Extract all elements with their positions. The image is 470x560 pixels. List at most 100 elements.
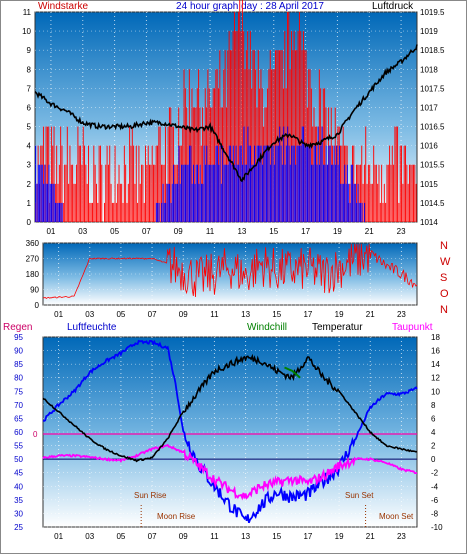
hour-tick-label: 19 (335, 310, 344, 319)
wind-speed-bar (334, 107, 336, 222)
dewpoint-series-line (42, 443, 418, 501)
wind-speed-bar (188, 69, 190, 222)
direction-series-line (43, 243, 418, 300)
wind-speed-bar (149, 164, 150, 222)
wind-gust-bar (35, 145, 37, 222)
wind-gust-bar (345, 183, 347, 222)
wind-gust-bar (277, 145, 279, 222)
hour-tick-label: 13 (241, 310, 250, 319)
wind-gust-bar (44, 164, 46, 222)
wind-speed-bar (239, 0, 241, 223)
wind-speed-bar (244, 69, 246, 222)
hour-tick-label: 19 (333, 227, 342, 236)
wind-gust-bar (338, 145, 340, 222)
wind-speed-bar (78, 145, 80, 222)
wind-speed-bar (60, 126, 62, 222)
wind-speed-bar (409, 164, 410, 222)
taupunkt-label: Taupunkt (392, 322, 433, 333)
direction-tick-label: 0 (35, 301, 40, 310)
wind-gust-bar (316, 164, 318, 222)
wind-speed-bar (371, 183, 373, 222)
wind-speed-bar (64, 164, 66, 222)
wind-gust-bar (287, 126, 289, 222)
wind-gust-bar (352, 164, 354, 222)
wind-gust-bar (250, 145, 252, 222)
wind-gust-bar (222, 145, 224, 222)
wind-speed-bar (227, 50, 229, 222)
wind-gust-bar (325, 145, 327, 222)
wind-gust-bar (244, 164, 246, 222)
humidity-tick-label: 70 (14, 401, 23, 410)
temperature-series-line (42, 353, 418, 463)
wind-gust-bar (191, 183, 193, 222)
wind-gust-bar (346, 164, 348, 222)
wind-speed-bar (403, 145, 405, 222)
wind-speed-bar (99, 145, 101, 222)
wind-gust-bar (216, 145, 218, 222)
wind-speed-bar (275, 50, 277, 222)
wind-speed-bar (69, 145, 71, 222)
wind-gust-bar (234, 164, 236, 222)
hour-tick-label: 21 (365, 227, 374, 236)
wind-speed-bar (53, 126, 55, 222)
wind-gust-bar (264, 145, 266, 222)
wind-gust-bar (223, 164, 225, 222)
wind-gust-bar (197, 164, 198, 222)
wind-gust-bar (198, 183, 200, 222)
hour-tick-label: 03 (78, 227, 87, 236)
wind-gust-bar (161, 202, 163, 222)
pressure-tick-label: 1017 (420, 103, 438, 112)
wind-speed-bar (249, 31, 251, 222)
hour-tick-label: 19 (335, 532, 344, 541)
wind-speed-bar (387, 164, 389, 222)
direction-tick-label: 270 (26, 255, 40, 264)
wind-gust-bar (360, 202, 362, 222)
wind-gust-bar (296, 145, 298, 222)
wind-speed-bar (379, 202, 381, 222)
wind-gust-bar (231, 164, 233, 222)
wind-gust-bar (226, 164, 228, 222)
wind-gust-bar (162, 183, 164, 222)
wind-speed-bar (119, 183, 121, 222)
wind-speed-bar (229, 50, 231, 222)
pressure-tick-label: 1015.5 (420, 161, 445, 170)
wind-speed-bar (389, 145, 391, 222)
luftfeuchte-label: Luftfeuchte (67, 322, 117, 333)
wind-speed-bar (223, 69, 225, 222)
wind-speed-bar (342, 126, 344, 222)
pressure-tick-label: 1016.5 (420, 123, 445, 132)
wind-gust-bar (299, 145, 301, 222)
direction-tick-label: 180 (26, 270, 40, 279)
wind-speed-bar (390, 164, 392, 222)
wind-gust-bar (52, 183, 54, 222)
temperature-tick-label: -10 (431, 523, 443, 532)
wind-speed-bar (127, 183, 129, 222)
wind-speed-bar (277, 50, 279, 222)
hour-tick-label: 23 (397, 532, 406, 541)
wind-speed-bar (56, 145, 58, 222)
wind-speed-bar (204, 88, 206, 222)
wind-speed-bar (45, 126, 47, 222)
wind-tick-label: 3 (27, 161, 32, 170)
wind-gust-bar (341, 183, 343, 222)
wind-speed-bar (153, 164, 154, 222)
wind-gust-bar (199, 164, 201, 222)
wind-speed-bar (103, 202, 105, 222)
wind-speed-bar (192, 107, 194, 222)
wind-gust-bar (319, 164, 320, 222)
wind-gust-bar (337, 164, 339, 222)
wind-speed-bar (212, 88, 214, 222)
wind-gust-bar (45, 183, 47, 222)
wind-speed-bar (269, 50, 271, 222)
temperature-tick-label: 8 (431, 401, 436, 410)
regen-zero-label: 0 (33, 430, 38, 439)
wind-gust-bar (305, 145, 307, 222)
wind-speed-bar (66, 126, 68, 222)
pressure-tick-label: 1014 (420, 218, 438, 227)
wind-speed-bar (375, 164, 377, 222)
temperature-tick-label: 2 (431, 442, 436, 451)
wind-speed-bar (251, 88, 253, 222)
wind-speed-bar (383, 183, 385, 222)
wind-speed-bar (93, 145, 95, 222)
wind-speed-bar (300, 31, 302, 222)
